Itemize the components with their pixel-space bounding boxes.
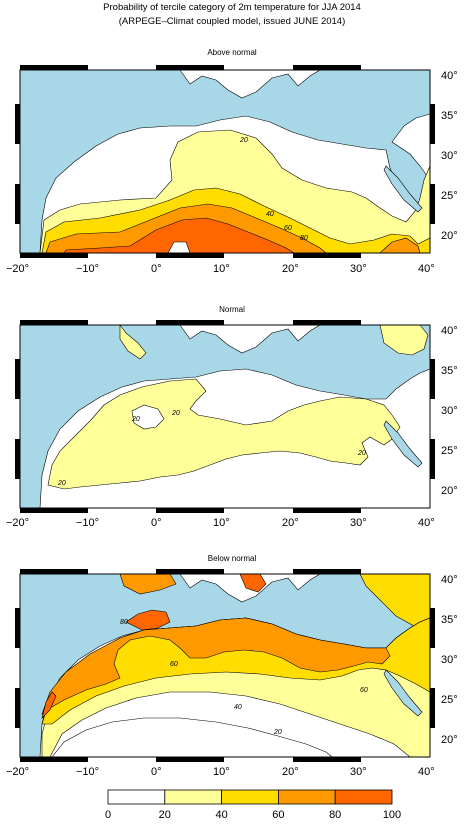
legend-bin-0-20 — [107, 789, 166, 805]
lon-tick-label: −10° — [76, 766, 99, 778]
contour-label: 60 — [284, 225, 292, 232]
legend-label: 40 — [215, 809, 227, 821]
lon-tick-label: 30° — [350, 766, 367, 778]
legend-label: 80 — [329, 809, 341, 821]
contour-fill-20-east — [379, 324, 429, 356]
lon-tick-label: 10° — [213, 766, 230, 778]
contour-fill-80-atlas — [125, 609, 171, 631]
lon-tick-label: 40° — [418, 517, 435, 529]
lon-tick-label: 30° — [350, 517, 367, 529]
lat-tick-label: 30° — [441, 150, 458, 162]
contour-label: 20 — [239, 137, 248, 144]
lon-tick-label: 20° — [282, 517, 299, 529]
lon-tick-label: 30° — [350, 263, 367, 275]
map-below-normal: 80 60 60 40 20 −20° −10° 0° 10° 20° 30° … — [6, 569, 458, 778]
contour-fill-20 — [47, 378, 401, 490]
contour-label: 60 — [170, 661, 178, 668]
frame-bars — [15, 65, 435, 258]
legend-label: 100 — [383, 809, 401, 821]
lat-tick-label: 30° — [441, 405, 458, 417]
legend-label: 60 — [272, 809, 284, 821]
contour-label: 80 — [120, 619, 128, 626]
lon-tick-label: 20° — [282, 766, 299, 778]
contour-label: 20 — [131, 416, 140, 423]
lat-tick-label: 20° — [441, 485, 458, 497]
contour-fill-60 — [41, 617, 391, 715]
lon-tick-label: −10° — [76, 263, 99, 275]
lon-tick-label: −20° — [6, 766, 29, 778]
legend-label: 20 — [159, 809, 171, 821]
red-sea — [383, 669, 423, 717]
panel-title-normal: Normal — [219, 305, 245, 314]
map-normal: 20 20 20 20 −20° −10° 0° 10° 20° 30° 40°… — [6, 320, 458, 529]
red-sea — [383, 165, 423, 213]
contour-fill-80-coast — [41, 691, 57, 719]
lat-tick-label: 35° — [441, 365, 458, 377]
white-pocket — [131, 404, 165, 430]
red-sea — [383, 420, 423, 468]
panel-title-above: Above normal — [207, 48, 257, 57]
panel-title-below: Below normal — [207, 554, 257, 563]
lat-tick-label: 40° — [441, 574, 458, 586]
lat-tick-label: 25° — [441, 190, 458, 202]
contour-label: 20 — [57, 480, 66, 487]
map-frame — [19, 69, 431, 254]
map-frame — [19, 573, 431, 758]
lon-tick-label: −20° — [6, 263, 29, 275]
lon-tick-label: 40° — [418, 766, 435, 778]
contour-label: 80 — [300, 235, 308, 242]
map-above-normal: 20 40 60 80 −20° −10° 0° 10° 20° 30° 40°… — [6, 65, 458, 275]
lat-tick-label: 40° — [441, 70, 458, 82]
lat-tick-label: 25° — [441, 694, 458, 706]
figure-title-line1: Probability of tercile category of 2m te… — [103, 2, 361, 13]
legend-bin-20-40 — [164, 789, 223, 805]
lat-tick-label: 20° — [441, 230, 458, 242]
map-frame — [19, 324, 431, 509]
land-europe — [100, 69, 322, 99]
land-europe — [100, 573, 322, 603]
contour-label: 40 — [234, 704, 242, 711]
figure-title-line2: (ARPEGE–Climat coupled model, issued JUN… — [118, 16, 346, 27]
legend-label: 0 — [105, 809, 111, 821]
lon-tick-label: 0° — [151, 517, 162, 529]
contour-fill-20-west — [119, 324, 147, 360]
color-legend: 0 20 40 60 80 100 — [105, 789, 401, 821]
lon-tick-label: 20° — [282, 263, 299, 275]
lon-tick-label: −10° — [76, 517, 99, 529]
lon-tick-label: 0° — [151, 263, 162, 275]
frame-bars — [15, 569, 435, 762]
lon-tick-label: 40° — [418, 263, 435, 275]
contour-label: 40 — [266, 211, 274, 218]
legend-labels: 0 20 40 60 80 100 — [105, 809, 401, 821]
contour-label: 60 — [360, 687, 368, 694]
legend-bins — [107, 789, 393, 805]
white-south — [51, 717, 333, 758]
legend-bin-40-60 — [221, 789, 279, 805]
contour-label: 20 — [273, 729, 282, 736]
land-europe — [100, 324, 322, 354]
lon-tick-label: 10° — [213, 263, 230, 275]
lat-tick-label: 30° — [441, 654, 458, 666]
lat-tick-label: 35° — [441, 614, 458, 626]
lat-tick-label: 20° — [441, 734, 458, 746]
lon-tick-label: −20° — [6, 517, 29, 529]
contour-label: 20 — [171, 410, 180, 417]
lat-tick-label: 40° — [441, 325, 458, 337]
contour-label: 20 — [357, 450, 366, 457]
lon-tick-label: 10° — [213, 517, 230, 529]
lon-tick-label: 0° — [151, 766, 162, 778]
frame-bars — [15, 320, 435, 513]
legend-bin-60-80 — [277, 789, 336, 805]
legend-bin-80-100 — [334, 789, 393, 805]
lat-tick-label: 25° — [441, 445, 458, 457]
lat-tick-label: 35° — [441, 110, 458, 122]
